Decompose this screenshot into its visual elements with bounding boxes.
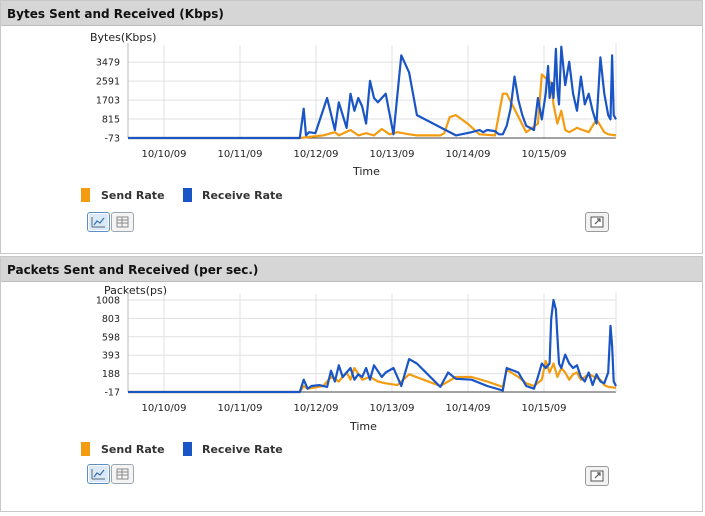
x-tick-label: 10/13/09 bbox=[370, 403, 415, 414]
receive-rate-swatch bbox=[183, 442, 192, 456]
y-tick-label: 803 bbox=[102, 314, 120, 325]
table-icon bbox=[116, 216, 129, 228]
y-axis-title: Bytes(Kbps) bbox=[90, 31, 157, 44]
receive-rate-series-line bbox=[128, 298, 617, 394]
packets-line-chart: -17 188 393 598 803 1008 10/10/09 10/11/09 10/12… bbox=[96, 292, 617, 414]
y-tick-label: 2591 bbox=[96, 77, 120, 88]
x-tick-label: 10/11/09 bbox=[218, 403, 263, 414]
x-tick-label: 10/12/09 bbox=[294, 149, 339, 160]
send-rate-swatch bbox=[81, 442, 90, 456]
send-rate-legend-label: Send Rate bbox=[101, 443, 165, 456]
x-tick-label: 10/10/09 bbox=[142, 403, 187, 414]
y-tick-label: 3479 bbox=[96, 58, 120, 69]
y-tick-label: -17 bbox=[104, 388, 120, 399]
packets-chart-panel: Packets Sent and Received (per sec.) Pac… bbox=[0, 256, 703, 512]
chart-view-button[interactable] bbox=[87, 464, 110, 484]
receive-rate-legend-label: Receive Rate bbox=[202, 189, 283, 202]
chart-view-button[interactable] bbox=[87, 212, 110, 232]
y-tick-label: 598 bbox=[102, 332, 120, 343]
expand-chart-button[interactable] bbox=[585, 466, 609, 486]
y-tick-label: 1008 bbox=[96, 296, 120, 307]
bytes-line-chart: -73 815 1703 2591 3479 10/10/09 10/11/09 10/12/… bbox=[96, 43, 617, 160]
y-tick-label: 815 bbox=[102, 115, 120, 126]
table-icon bbox=[116, 468, 129, 480]
x-tick-label: 10/15/09 bbox=[522, 403, 567, 414]
x-tick-label: 10/12/09 bbox=[294, 403, 339, 414]
chart-legend: Send Rate Receive Rate bbox=[81, 188, 341, 204]
y-axis-title: Packets(ps) bbox=[104, 284, 168, 297]
y-tick-label: 1703 bbox=[96, 96, 120, 107]
table-view-button[interactable] bbox=[111, 464, 134, 484]
table-view-button[interactable] bbox=[111, 212, 134, 232]
panel-title: Bytes Sent and Received (Kbps) bbox=[1, 1, 702, 26]
x-tick-label: 10/11/09 bbox=[218, 149, 263, 160]
chart-view-toggle bbox=[87, 464, 135, 486]
receive-rate-series-line bbox=[128, 45, 617, 140]
expand-icon bbox=[590, 216, 604, 228]
chart-view-toggle bbox=[87, 212, 135, 234]
panel-title: Packets Sent and Received (per sec.) bbox=[1, 257, 702, 282]
send-rate-series-line bbox=[128, 73, 617, 140]
x-tick-label: 10/14/09 bbox=[446, 149, 491, 160]
chart-legend: Send Rate Receive Rate bbox=[81, 442, 341, 458]
expand-chart-button[interactable] bbox=[585, 212, 609, 232]
send-rate-swatch bbox=[81, 188, 90, 202]
x-axis-title: Time bbox=[353, 165, 380, 178]
line-chart-icon bbox=[91, 469, 105, 480]
receive-rate-swatch bbox=[183, 188, 192, 202]
send-rate-legend-label: Send Rate bbox=[101, 189, 165, 202]
receive-rate-legend-label: Receive Rate bbox=[202, 443, 283, 456]
x-tick-label: 10/15/09 bbox=[522, 149, 567, 160]
y-tick-label: 188 bbox=[102, 369, 120, 380]
bytes-chart-panel: Bytes Sent and Received (Kbps) Bytes(Kbp… bbox=[0, 0, 703, 254]
line-chart-icon bbox=[91, 217, 105, 228]
x-tick-label: 10/10/09 bbox=[142, 149, 187, 160]
expand-icon bbox=[590, 470, 604, 482]
y-tick-label: -73 bbox=[104, 134, 120, 145]
x-tick-label: 10/14/09 bbox=[446, 403, 491, 414]
x-axis-title: Time bbox=[350, 420, 377, 433]
x-tick-label: 10/13/09 bbox=[370, 149, 415, 160]
y-tick-label: 393 bbox=[102, 351, 120, 362]
